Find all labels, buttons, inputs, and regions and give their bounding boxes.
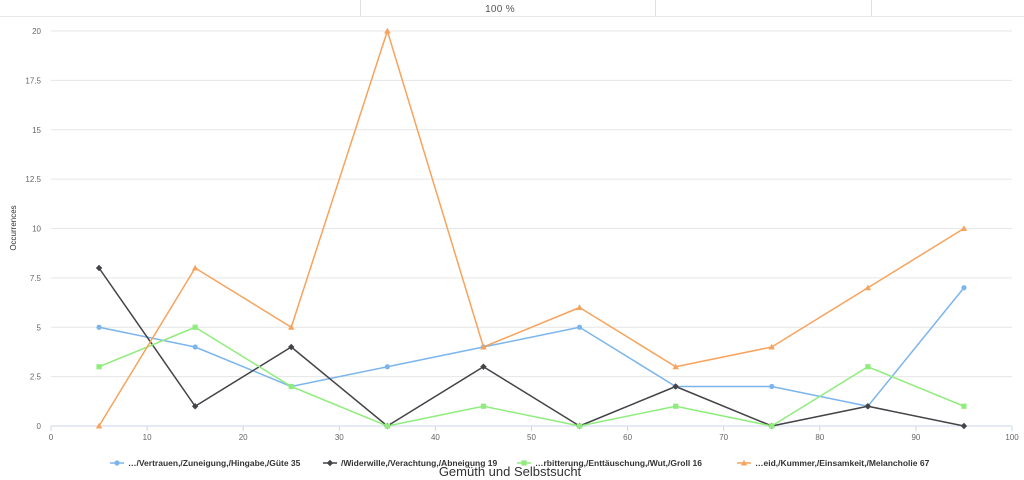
legend-item-1[interactable]: …/Vertrauen,/Zuneigung,/Hingabe,/Güte 35	[110, 458, 301, 468]
series-line-4[interactable]	[98, 30, 965, 427]
x-tick-label: 0	[49, 433, 54, 442]
y-axis-label: Occurrences	[9, 205, 18, 250]
series-line-1[interactable]	[98, 287, 965, 407]
data-point-series-3[interactable]	[769, 423, 775, 429]
top-toolbar: 100 %	[0, 0, 1024, 17]
legend-marker	[521, 460, 527, 466]
x-tick-label: 100	[1005, 433, 1019, 442]
y-tick-label: 20	[32, 27, 41, 36]
y-tick-label: 12.5	[25, 175, 41, 184]
data-point-series-3[interactable]	[480, 403, 487, 409]
data-point-series-2[interactable]	[191, 403, 199, 410]
x-tick-label: 20	[239, 433, 248, 442]
data-point-series-2[interactable]	[960, 422, 968, 430]
legend-marker	[740, 459, 748, 466]
x-tick-label: 90	[911, 433, 920, 442]
series-markers	[95, 27, 968, 430]
x-tick-label: 40	[431, 433, 440, 442]
series-line-3[interactable]	[98, 326, 965, 427]
y-tick-label: 7.5	[30, 274, 42, 283]
legend: …/Vertrauen,/Zuneigung,/Hingabe,/Güte 35…	[110, 458, 930, 468]
data-point-series-4[interactable]	[864, 284, 872, 291]
y-tick-label: 10	[32, 225, 41, 234]
toolbar-segment-left	[0, 0, 361, 16]
x-tick-label: 60	[623, 433, 632, 442]
x-tick-label: 70	[719, 433, 728, 442]
series-lines	[98, 30, 965, 427]
data-point-series-2[interactable]	[672, 383, 679, 390]
x-tick-label: 50	[527, 433, 536, 442]
chart-title: Gemüth und Selbstsucht	[439, 464, 582, 479]
legend-item-2[interactable]: /Widerwille,/Verachtung,/Abneigung 19	[323, 458, 498, 468]
y-tick-label: 17.5	[25, 76, 41, 85]
data-point-series-4[interactable]	[768, 343, 775, 350]
y-tick-label: 2.5	[30, 373, 42, 382]
x-tick-label: 30	[335, 433, 344, 442]
x-tick-label: 80	[815, 433, 824, 442]
data-point-series-1[interactable]	[96, 324, 102, 330]
data-point-series-4[interactable]	[288, 324, 295, 330]
data-point-series-2[interactable]	[480, 363, 487, 370]
data-point-series-4[interactable]	[480, 343, 487, 350]
data-point-series-3[interactable]	[576, 423, 583, 429]
zoom-level[interactable]: 100 %	[485, 4, 515, 15]
legend-label: …/Vertrauen,/Zuneigung,/Hingabe,/Güte 35	[128, 458, 301, 468]
legend-marker	[326, 459, 334, 467]
data-point-series-2[interactable]	[288, 343, 295, 351]
data-point-series-1[interactable]	[192, 344, 198, 350]
legend-label: /Widerwille,/Verachtung,/Abneigung 19	[341, 458, 498, 468]
data-point-series-3[interactable]	[96, 364, 102, 370]
x-tick-label: 10	[143, 433, 152, 442]
legend-label: …eid,/Kummer,/Einsamkeit,/Melancholie 67	[755, 458, 930, 468]
data-point-series-3[interactable]	[288, 383, 294, 390]
data-point-series-2[interactable]	[864, 403, 872, 410]
legend-item-4[interactable]: …eid,/Kummer,/Einsamkeit,/Melancholie 67	[737, 458, 930, 468]
data-point-series-1[interactable]	[769, 383, 775, 390]
legend-marker	[114, 460, 120, 466]
data-point-series-4[interactable]	[95, 422, 103, 429]
data-point-series-3[interactable]	[384, 423, 390, 429]
data-point-series-1[interactable]	[384, 364, 390, 370]
data-point-series-3[interactable]	[961, 403, 967, 409]
data-point-series-4[interactable]	[384, 27, 391, 34]
data-point-series-4[interactable]	[576, 304, 583, 311]
series-line-2[interactable]	[98, 267, 965, 427]
data-point-series-4[interactable]	[191, 264, 199, 271]
data-point-series-2[interactable]	[95, 264, 103, 272]
y-tick-label: 0	[37, 422, 42, 431]
legend-item-3[interactable]: …rbitterung,/Enttäuschung,/Wut,/Groll 16	[517, 458, 702, 468]
data-point-series-3[interactable]	[865, 364, 871, 370]
data-point-series-4[interactable]	[960, 225, 968, 232]
data-point-series-3[interactable]	[673, 403, 679, 409]
grid-lines: 0 2.5 5 7.5 10 12.5 15 17.5 20	[25, 27, 1012, 431]
data-point-series-3[interactable]	[192, 324, 198, 330]
y-tick-label: 5	[37, 323, 42, 332]
data-point-series-4[interactable]	[672, 363, 679, 370]
toolbar-segment-right	[655, 0, 872, 16]
data-point-series-1[interactable]	[576, 324, 583, 330]
legend-label: …rbitterung,/Enttäuschung,/Wut,/Groll 16	[535, 458, 702, 468]
y-tick-label: 15	[32, 126, 41, 135]
axes: 0 10 20 30 40 50 60 70 80 90 100	[49, 425, 1019, 442]
data-point-series-1[interactable]	[961, 285, 967, 291]
